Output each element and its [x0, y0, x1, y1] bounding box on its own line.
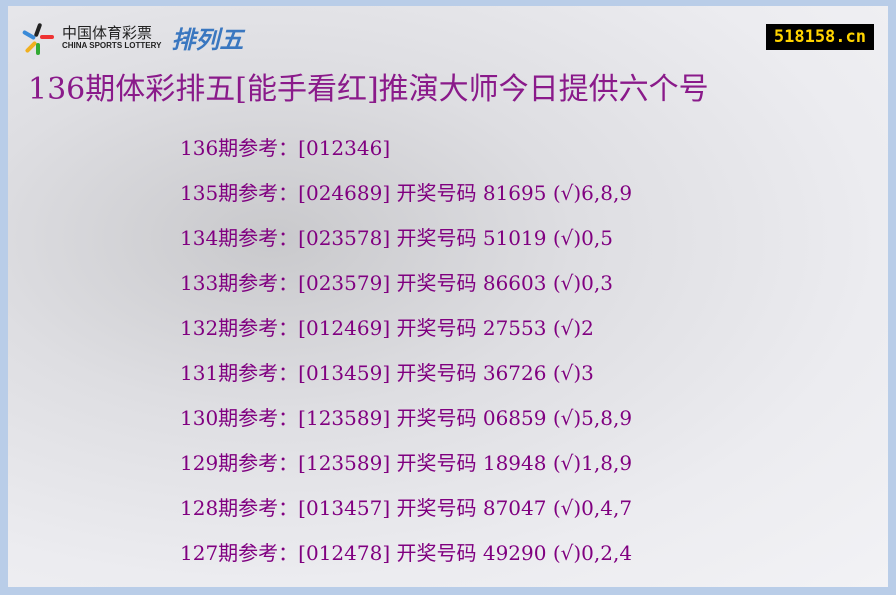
site-badge: 518158.cn: [765, 24, 874, 50]
lottery-logo: 中国体育彩票 CHINA SPORTS LOTTERY 排列五: [21, 20, 244, 55]
logo-game-text: 排列五: [171, 26, 244, 54]
list-item: 132期参考：[012469] 开奖号码 27553 (√)2: [180, 316, 594, 340]
list-item: 129期参考：[123589] 开奖号码 18948 (√)1,8,9: [180, 451, 633, 475]
list-item: 130期参考：[123589] 开奖号码 06859 (√)5,8,9: [180, 406, 633, 430]
lottery-star-icon: [21, 21, 56, 55]
logo-en-text: CHINA SPORTS LOTTERY: [62, 41, 162, 50]
list-item: 127期参考：[012478] 开奖号码 49290 (√)0,2,4: [180, 541, 633, 565]
list-item: 131期参考：[013459] 开奖号码 36726 (√)3: [180, 361, 594, 385]
page-title: 136期体彩排五[能手看红]推演大师今日提供六个号: [28, 72, 709, 107]
list-item: 128期参考：[013457] 开奖号码 87047 (√)0,4,7: [180, 496, 633, 520]
list-item: 133期参考：[023579] 开奖号码 86603 (√)0,3: [180, 271, 613, 295]
list-item: 134期参考：[023578] 开奖号码 51019 (√)0,5: [180, 226, 613, 250]
list-item: 136期参考：[012346]: [180, 136, 391, 160]
list-item: 135期参考：[024689] 开奖号码 81695 (√)6,8,9: [180, 181, 633, 205]
logo-cn-text: 中国体育彩票: [62, 24, 153, 42]
prediction-list: 136期参考：[012346] 135期参考：[024689] 开奖号码 816…: [180, 134, 632, 584]
